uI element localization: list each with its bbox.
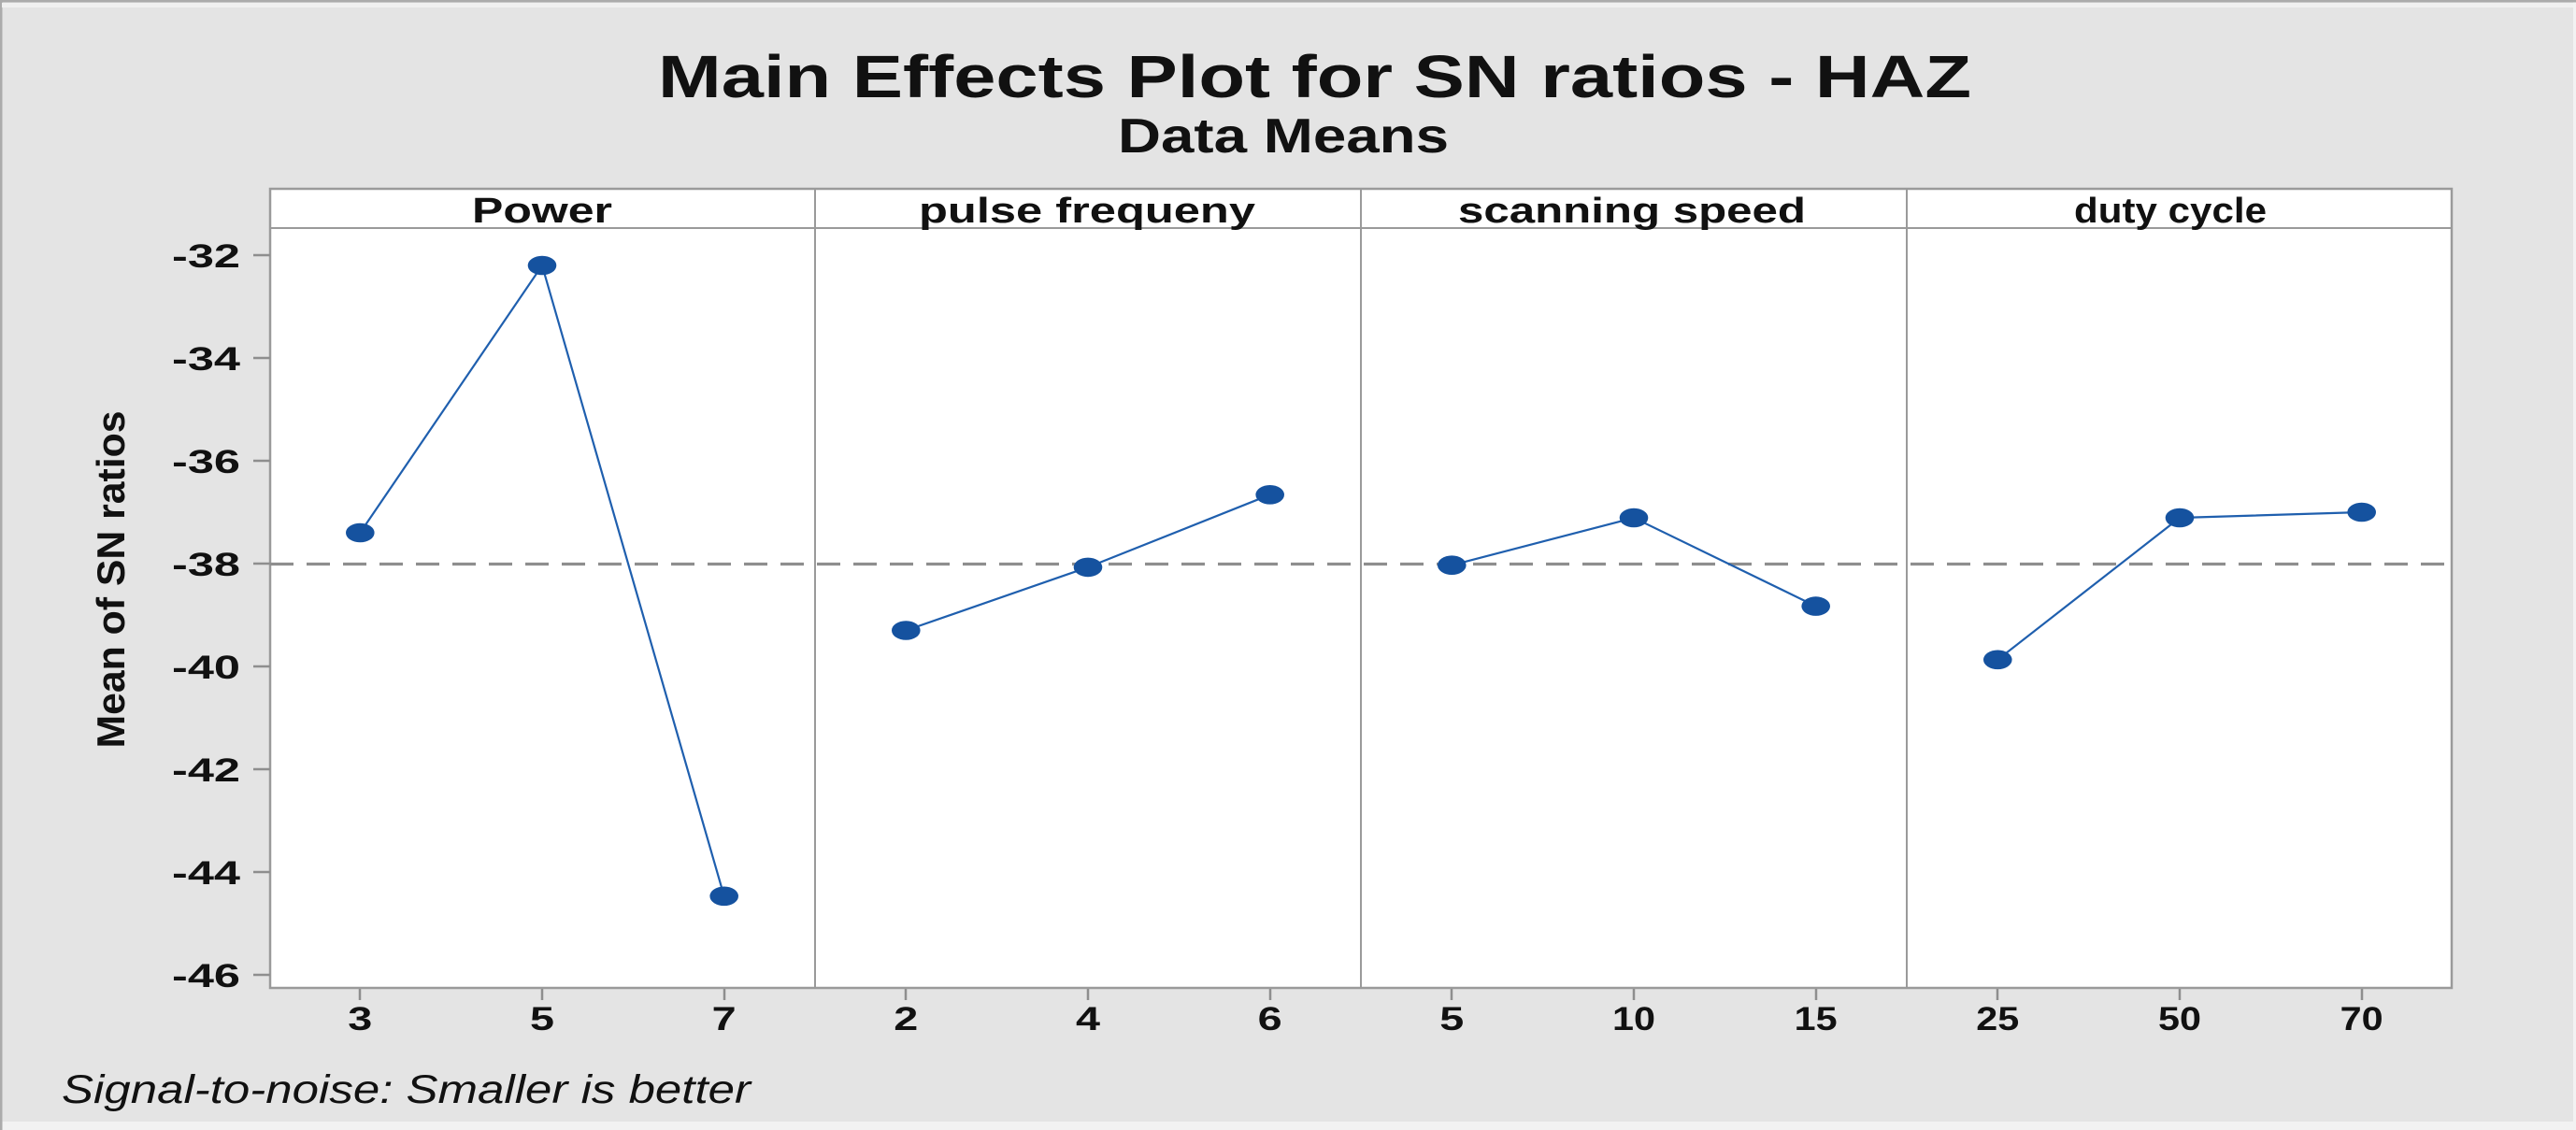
svg-text:Signal-to-noise: Smaller is be: Signal-to-noise: Smaller is better: [62, 1067, 752, 1112]
svg-text:3: 3: [348, 1001, 372, 1037]
svg-text:70: 70: [2340, 1001, 2383, 1037]
svg-text:Power: Power: [472, 192, 612, 231]
svg-text:5: 5: [530, 1001, 554, 1037]
svg-text:-34: -34: [172, 341, 241, 378]
svg-text:6: 6: [1258, 1001, 1282, 1037]
svg-text:15: 15: [1795, 1001, 1838, 1037]
svg-text:-32: -32: [172, 238, 240, 275]
svg-text:-38: -38: [172, 547, 240, 583]
svg-text:Mean of SN ratios: Mean of SN ratios: [89, 411, 133, 749]
svg-text:2: 2: [894, 1001, 918, 1037]
svg-text:10: 10: [1612, 1001, 1655, 1037]
svg-text:-40: -40: [172, 650, 240, 686]
svg-text:50: 50: [2158, 1001, 2201, 1037]
svg-text:4: 4: [1076, 1001, 1101, 1037]
svg-text:25: 25: [1976, 1001, 2019, 1037]
svg-text:Main Effects Plot for SN ratio: Main Effects Plot for SN ratios - HAZ: [658, 43, 1971, 110]
svg-text:-36: -36: [172, 444, 240, 480]
svg-text:scanning speed: scanning speed: [1458, 192, 1806, 231]
svg-text:5: 5: [1439, 1001, 1464, 1037]
svg-text:pulse frequeny: pulse frequeny: [919, 192, 1255, 231]
svg-text:-46: -46: [172, 958, 240, 994]
svg-text:-42: -42: [172, 752, 240, 789]
svg-text:7: 7: [712, 1001, 737, 1037]
svg-text:Data Means: Data Means: [1118, 109, 1449, 164]
svg-text:duty cycle: duty cycle: [2074, 192, 2267, 231]
svg-text:-44: -44: [172, 855, 241, 892]
